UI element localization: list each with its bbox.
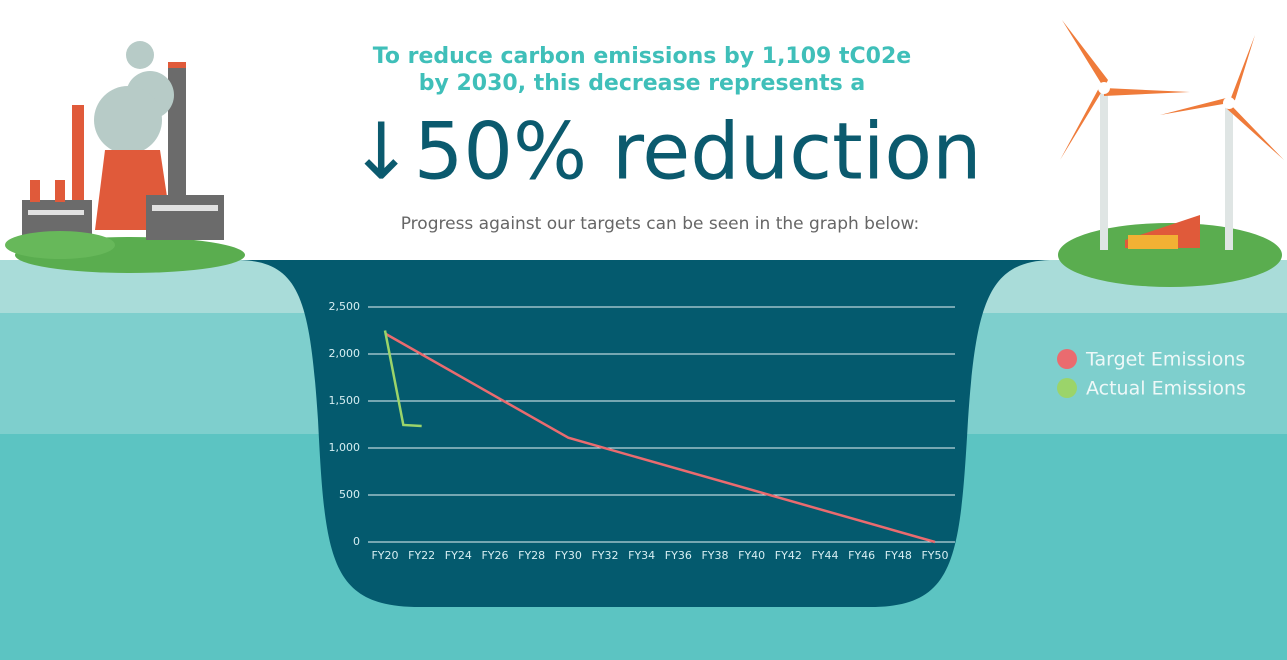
legend-label: Target Emissions xyxy=(1085,349,1245,371)
y-tick-label: 1,000 xyxy=(329,441,361,454)
x-tick-label: FY40 xyxy=(738,549,765,562)
y-tick-label: 2,500 xyxy=(329,300,361,313)
x-tick-label: FY36 xyxy=(665,549,692,562)
factory-illustration xyxy=(5,41,245,273)
y-tick-label: 500 xyxy=(339,488,360,501)
x-tick-label: FY22 xyxy=(408,549,435,562)
headline: ↓50% reduction xyxy=(348,107,981,197)
y-tick-label: 1,500 xyxy=(329,394,361,407)
x-tick-label: FY30 xyxy=(555,549,582,562)
y-tick-label: 0 xyxy=(353,535,360,548)
x-tick-label: FY24 xyxy=(445,549,472,562)
lead-text: by 2030, this decrease represents a xyxy=(419,71,866,96)
x-tick-label: FY38 xyxy=(701,549,728,562)
legend-label: Actual Emissions xyxy=(1086,378,1246,400)
legend-swatch xyxy=(1057,349,1077,369)
x-tick-label: FY32 xyxy=(591,549,618,562)
lead-text: To reduce carbon emissions by 1,109 tC02… xyxy=(373,44,911,69)
windfarm-illustration xyxy=(1058,20,1284,287)
x-tick-label: FY28 xyxy=(518,549,545,562)
x-tick-label: FY34 xyxy=(628,549,655,562)
x-tick-label: FY42 xyxy=(775,549,802,562)
x-tick-label: FY50 xyxy=(921,549,948,562)
subline: Progress against our targets can be seen… xyxy=(401,214,920,234)
legend-swatch xyxy=(1057,378,1077,398)
x-tick-label: FY20 xyxy=(371,549,398,562)
x-tick-label: FY46 xyxy=(848,549,875,562)
x-tick-label: FY26 xyxy=(481,549,508,562)
infographic: To reduce carbon emissions by 1,109 tC02… xyxy=(0,0,1287,660)
y-tick-label: 2,000 xyxy=(329,347,361,360)
x-tick-label: FY48 xyxy=(885,549,912,562)
x-tick-label: FY44 xyxy=(811,549,838,562)
